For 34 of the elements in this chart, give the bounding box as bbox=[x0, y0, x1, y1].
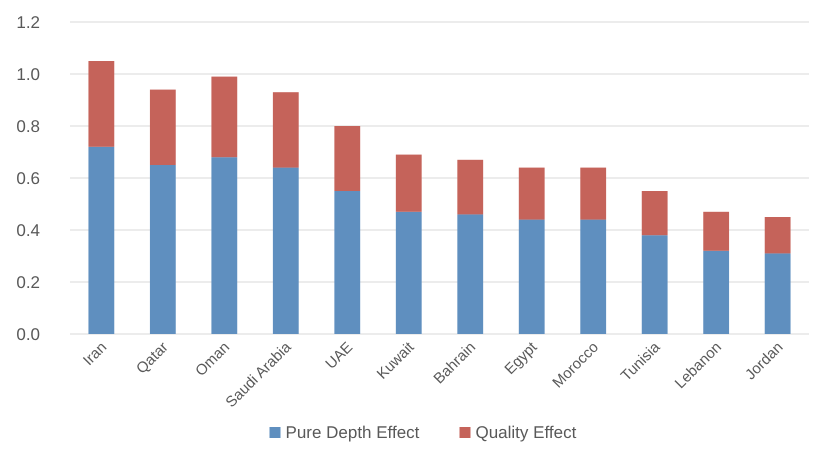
bar bbox=[764, 253, 791, 334]
bar bbox=[396, 212, 422, 334]
bar bbox=[580, 220, 606, 334]
y-tick-label: 0.2 bbox=[16, 272, 40, 292]
bar bbox=[150, 165, 176, 334]
bar bbox=[518, 220, 545, 334]
bar bbox=[88, 61, 114, 147]
bar bbox=[457, 160, 484, 214]
bar bbox=[580, 168, 606, 220]
bar bbox=[703, 250, 730, 334]
bar bbox=[334, 191, 360, 334]
y-tick-label: 0.8 bbox=[16, 116, 40, 136]
y-tick-label: 1.0 bbox=[16, 64, 40, 84]
bar bbox=[764, 217, 791, 254]
bar bbox=[211, 76, 238, 158]
bar bbox=[211, 157, 238, 334]
bar bbox=[518, 168, 545, 220]
bar bbox=[272, 92, 299, 168]
bar bbox=[396, 154, 422, 212]
y-tick-label: 0.6 bbox=[16, 168, 40, 188]
bar bbox=[642, 191, 668, 236]
bar bbox=[642, 235, 668, 334]
bar bbox=[272, 168, 299, 334]
legend-label: Quality Effect bbox=[476, 423, 577, 442]
bar bbox=[88, 146, 114, 334]
legend-label: Pure Depth Effect bbox=[286, 423, 420, 442]
x-tick-label: Iran bbox=[80, 338, 110, 370]
bar bbox=[334, 126, 360, 191]
y-tick-label: 0.0 bbox=[16, 324, 40, 344]
y-tick-label: 1.2 bbox=[16, 12, 40, 32]
bar bbox=[703, 212, 730, 251]
bar bbox=[457, 214, 484, 334]
bar bbox=[150, 90, 176, 165]
y-tick-label: 0.4 bbox=[16, 220, 40, 240]
